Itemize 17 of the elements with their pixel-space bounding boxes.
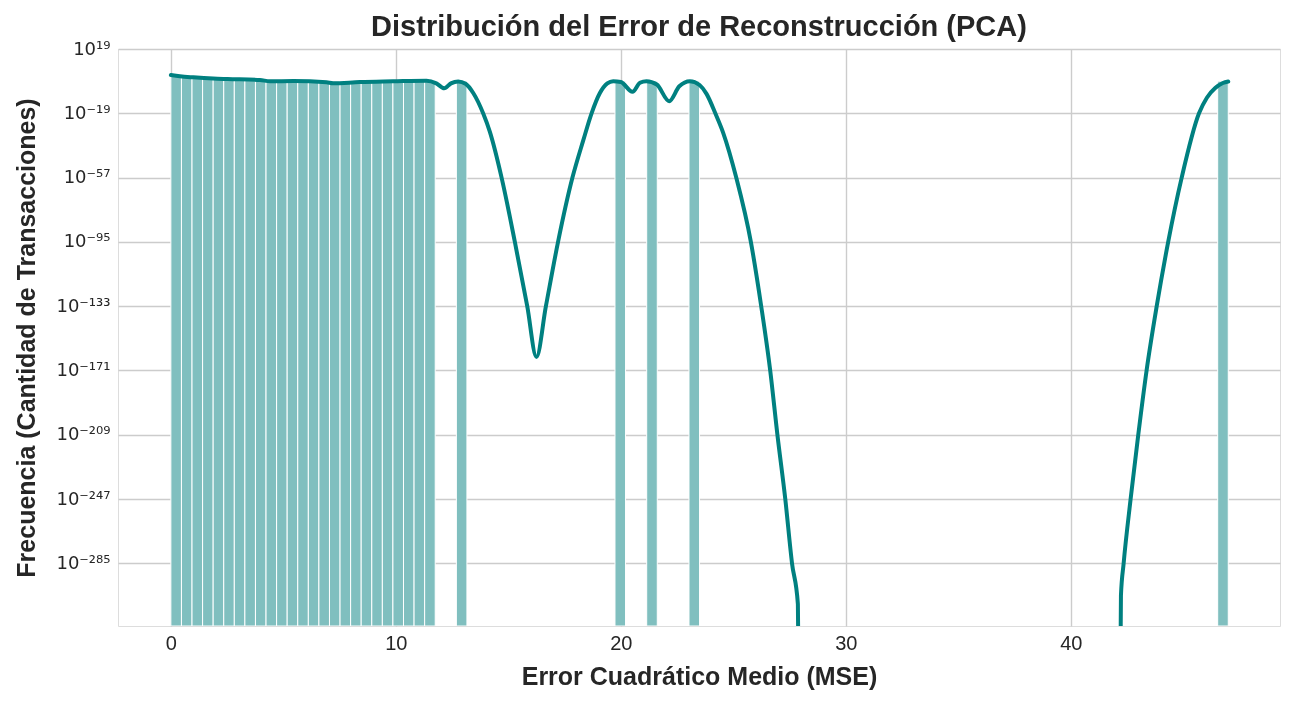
y-tick-label: 10⁻²⁴⁷ (56, 487, 111, 509)
y-axis-title: Frecuencia (Cantidad de Transacciones) (12, 98, 41, 578)
x-tick-label: 30 (835, 631, 858, 654)
x-tick-label: 20 (610, 631, 633, 654)
y-tick-label: 10⁻⁵⁷ (63, 166, 111, 188)
x-axis-title: Error Cuadrático Medio (MSE) (521, 661, 878, 690)
chart-title: Distribución del Error de Reconstrucción (PCA) (371, 10, 1027, 42)
y-tick-label: 10⁻¹⁹ (63, 101, 111, 123)
y-tick-label: 10⁻¹³³ (56, 294, 111, 316)
y-tick-label: 10⁻²⁰⁹ (56, 423, 111, 445)
x-tick-label: 40 (1060, 631, 1083, 654)
x-tick-label: 10 (385, 631, 408, 654)
y-tick-label: 10¹⁹ (73, 37, 111, 59)
y-tick-label: 10⁻¹⁷¹ (56, 358, 111, 380)
y-tick-label: 10⁻⁹⁵ (63, 230, 111, 252)
x-tick-label: 0 (165, 631, 177, 654)
y-tick-label: 10⁻²⁸⁵ (56, 551, 111, 573)
